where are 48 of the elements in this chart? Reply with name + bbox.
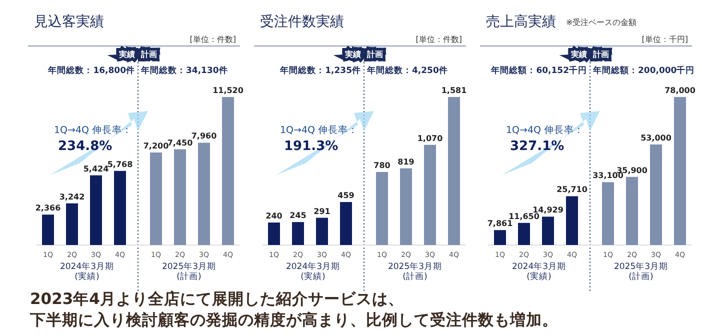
data-label: 1,070 bbox=[417, 134, 444, 143]
text: 2025年3月期 (計画) bbox=[162, 261, 216, 282]
text: 2024年3月期 (実績) bbox=[512, 261, 566, 282]
data-label: 459 bbox=[338, 191, 355, 200]
annotation: 234.8% bbox=[58, 139, 112, 154]
text: 年間総額：60,152千円 bbox=[490, 65, 587, 76]
data-label: 25,710 bbox=[556, 185, 588, 194]
annotation: 327.1% bbox=[510, 139, 564, 154]
data-label: 5,768 bbox=[107, 160, 134, 169]
text: 年間総数：4,250件 bbox=[366, 65, 448, 76]
chart-subtitle: ※受注ベースの金額 bbox=[566, 18, 637, 27]
data-label: 78,000 bbox=[664, 86, 696, 95]
chart-title: 売上高実績 bbox=[486, 14, 556, 30]
data-label: 7,450 bbox=[167, 138, 194, 148]
text: [単位：千円] bbox=[642, 35, 688, 44]
chart-title: 受注件数実績 bbox=[260, 14, 344, 30]
data-label: 780 bbox=[374, 160, 391, 170]
data-label: 7,861 bbox=[487, 219, 514, 228]
data-label: 245 bbox=[290, 211, 307, 220]
data-label: 819 bbox=[398, 157, 415, 166]
data-label: 291 bbox=[314, 206, 331, 216]
text: 年間総数：1,235件 bbox=[279, 65, 361, 76]
text: 2025年3月期 (計画) bbox=[388, 261, 442, 282]
text: 2024年3月期 (実績) bbox=[60, 261, 114, 282]
data-label: 11,650 bbox=[508, 212, 540, 221]
data-label: 1,581 bbox=[441, 86, 468, 95]
text: [単位：件数] bbox=[190, 35, 236, 44]
text: 年間総数：16,800件 bbox=[47, 65, 135, 76]
text: [単位：件数] bbox=[416, 35, 462, 44]
data-label: 5,424 bbox=[83, 164, 110, 174]
data-label: 11,520 bbox=[212, 86, 244, 95]
text: 年間総数：34,130件 bbox=[140, 65, 228, 76]
data-label: 7,960 bbox=[191, 132, 218, 141]
annotation: 1Q→4Q 伸長率： bbox=[506, 124, 584, 136]
data-label: 2,366 bbox=[35, 204, 62, 213]
data-label: 3,242 bbox=[59, 192, 85, 202]
annotation: 1Q→4Q 伸長率： bbox=[280, 124, 358, 136]
data-label: 53,000 bbox=[640, 133, 672, 142]
text: 年間総額：200,000千円 bbox=[592, 65, 695, 76]
text: 下半期に入り検討顧客の発掘の精度が高まり、比例して受注件数も増加。 bbox=[29, 310, 558, 329]
annotation: 191.3% bbox=[284, 139, 338, 154]
data-label: 7,200 bbox=[143, 142, 170, 150]
text: 2025年3月期 (計画) bbox=[614, 261, 668, 282]
text: 2024年3月期 (実績) bbox=[286, 261, 340, 282]
text: 2023年4月より全店にて展開した紹介サービスは、 bbox=[30, 289, 404, 308]
chart-title: 見込客実績 bbox=[34, 14, 104, 30]
data-label: 240 bbox=[266, 212, 283, 221]
annotation: 1Q→4Q 伸長率： bbox=[54, 124, 132, 136]
